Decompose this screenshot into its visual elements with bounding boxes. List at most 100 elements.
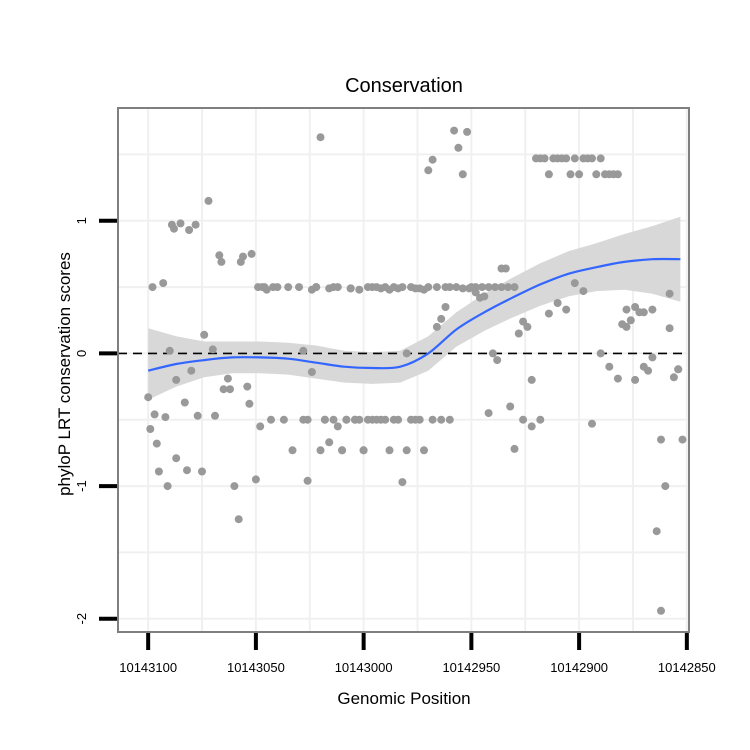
data-point xyxy=(376,415,385,424)
data-point xyxy=(398,478,407,487)
data-point xyxy=(437,415,446,424)
data-point xyxy=(478,283,487,292)
data-points xyxy=(144,126,687,615)
data-point xyxy=(295,283,303,292)
data-point xyxy=(355,285,364,294)
data-point xyxy=(497,283,506,292)
data-point xyxy=(288,446,297,455)
data-point xyxy=(183,466,191,475)
data-point xyxy=(385,446,394,455)
data-point xyxy=(342,415,351,424)
data-point xyxy=(626,316,635,325)
data-point xyxy=(146,425,155,433)
data-point xyxy=(368,415,377,424)
data-point xyxy=(187,366,196,375)
data-point xyxy=(592,170,601,179)
data-point xyxy=(622,322,631,331)
data-point xyxy=(678,435,687,444)
data-point xyxy=(493,356,502,365)
y-tick-label: -1 xyxy=(74,480,89,492)
data-point xyxy=(159,279,168,288)
data-point xyxy=(510,283,519,292)
data-point xyxy=(536,415,545,424)
data-point xyxy=(170,224,178,233)
data-point xyxy=(267,415,275,424)
chart-title: Conservation xyxy=(345,75,463,97)
data-point xyxy=(211,411,219,420)
data-point xyxy=(245,399,254,408)
x-tick-label: 10143100 xyxy=(119,660,177,675)
data-point xyxy=(575,170,584,179)
data-point xyxy=(200,330,209,339)
data-point xyxy=(428,155,437,164)
data-point xyxy=(402,446,411,455)
data-point xyxy=(407,283,415,292)
data-point xyxy=(484,409,493,418)
data-point xyxy=(491,283,500,292)
data-point xyxy=(454,143,463,152)
data-point xyxy=(488,349,497,358)
data-point xyxy=(279,415,288,424)
data-point xyxy=(217,257,226,266)
data-point xyxy=(432,283,441,292)
data-point xyxy=(639,362,648,371)
data-point xyxy=(523,322,532,331)
data-point xyxy=(329,283,338,292)
data-point xyxy=(566,170,575,179)
data-point xyxy=(226,385,234,394)
data-point xyxy=(381,283,390,292)
data-point xyxy=(510,444,519,453)
data-point xyxy=(504,283,512,292)
data-point xyxy=(144,393,153,402)
data-point xyxy=(219,385,228,394)
data-point xyxy=(519,415,528,424)
smooth-trend-line xyxy=(147,257,681,372)
data-point xyxy=(320,415,329,424)
data-point xyxy=(588,154,596,163)
data-point xyxy=(424,166,433,175)
data-point xyxy=(346,284,355,293)
data-point xyxy=(363,283,372,292)
data-point xyxy=(208,345,217,354)
y-tick-label: 0 xyxy=(74,350,89,357)
data-point xyxy=(613,170,622,179)
data-point xyxy=(316,446,325,455)
data-point xyxy=(631,303,640,311)
data-point xyxy=(234,515,243,524)
data-point xyxy=(652,527,661,536)
data-point xyxy=(303,476,312,485)
data-point xyxy=(648,305,657,314)
data-point xyxy=(176,219,185,228)
data-point xyxy=(661,482,670,491)
data-point xyxy=(359,446,368,455)
data-point xyxy=(424,283,433,292)
data-point xyxy=(501,264,510,273)
x-tick-label: 10143050 xyxy=(227,660,285,675)
data-point xyxy=(172,454,181,463)
data-point xyxy=(152,439,161,448)
data-point xyxy=(480,292,489,301)
y-tick-label: 1 xyxy=(74,217,89,224)
data-point xyxy=(204,196,213,205)
data-point xyxy=(307,368,316,376)
y-axis-label: phyloP LRT conservation scores xyxy=(55,252,74,496)
data-point xyxy=(648,353,657,362)
data-point xyxy=(402,349,411,358)
data-point xyxy=(329,415,338,424)
data-point xyxy=(631,375,640,384)
data-point xyxy=(544,170,553,179)
data-point xyxy=(463,127,472,136)
data-point xyxy=(303,415,312,424)
data-point xyxy=(256,422,265,431)
data-point xyxy=(588,419,596,428)
data-point xyxy=(333,422,342,431)
data-point xyxy=(389,283,398,292)
data-point xyxy=(506,402,515,411)
data-point xyxy=(540,154,549,163)
data-point xyxy=(372,283,381,292)
data-point xyxy=(273,283,282,292)
data-point xyxy=(223,374,232,383)
data-point xyxy=(519,317,528,326)
data-point xyxy=(527,375,536,384)
data-point xyxy=(432,322,441,331)
